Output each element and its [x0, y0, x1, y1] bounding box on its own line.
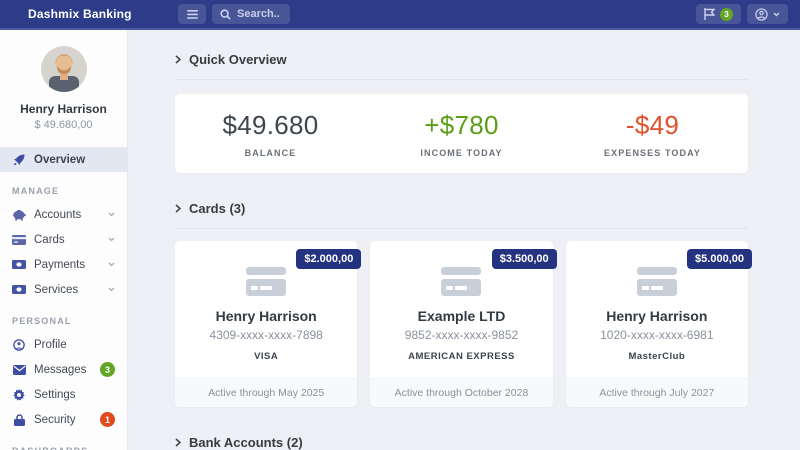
income-value: +$780 — [424, 110, 499, 140]
card-active-through: Active through May 2025 — [175, 378, 358, 407]
section-title: Cards (3) — [189, 201, 246, 216]
card-number: 9852-xxxx-xxxx-9852 — [404, 328, 519, 342]
card-holder: Example LTD — [417, 308, 506, 324]
lock-icon — [12, 413, 26, 426]
gear-icon — [12, 388, 26, 401]
messages-count-badge: 3 — [100, 362, 115, 377]
sidebar-section-manage: MANAGE — [12, 186, 60, 196]
card-active-through: Active through October 2028 — [370, 378, 553, 407]
sidebar-item-payments[interactable]: Payments — [0, 252, 127, 277]
sidebar-item-label: Messages — [34, 363, 87, 376]
credit-card[interactable]: $2.000,00 Henry Harrison 4309-xxxx-xxxx-… — [175, 241, 362, 407]
sidebar-item-label: Services — [34, 283, 79, 296]
sidebar-item-label: Settings — [34, 388, 76, 401]
sidebar-item-overview[interactable]: Overview — [0, 147, 127, 172]
section-title: Bank Accounts (2) — [189, 435, 303, 450]
sidebar-nav: Overview MANAGE Accounts Cards Payments — [0, 147, 127, 450]
bank-accounts-heading[interactable]: Bank Accounts (2) — [175, 435, 748, 450]
user-name: Henry Harrison — [20, 102, 107, 116]
sidebar-item-services[interactable]: Services — [0, 277, 127, 302]
balance-value: $49.680 — [222, 110, 319, 140]
balance-label: BALANCE — [244, 148, 297, 158]
security-alert-badge: 1 — [100, 412, 115, 427]
avatar[interactable] — [40, 46, 87, 92]
balance-stat: $49.680 BALANCE — [175, 110, 366, 158]
sidebar-item-label: Overview — [34, 153, 86, 166]
sidebar-item-settings[interactable]: Settings — [0, 382, 127, 407]
credit-card-icon — [370, 241, 552, 296]
banknote-icon — [12, 285, 26, 294]
sidebar-item-security[interactable]: Security 1 — [0, 407, 127, 432]
card-amount-badge: $3.500,00 — [491, 249, 557, 269]
sidebar-item-label: Profile — [34, 338, 67, 351]
sidebar-item-label: Cards — [34, 233, 65, 246]
user-circle-icon — [755, 7, 768, 21]
hamburger-icon — [186, 9, 198, 19]
card-brand: MasterClub — [628, 351, 686, 362]
app-title: Dashmix Banking — [28, 7, 132, 21]
user-menu-button[interactable] — [747, 4, 788, 24]
main-content: Quick Overview $49.680 BALANCE +$780 INC… — [129, 30, 800, 450]
sidebar-section-personal: PERSONAL — [12, 316, 72, 326]
notifications-button[interactable]: 3 — [696, 4, 741, 24]
credit-card[interactable]: $3.500,00 Example LTD 9852-xxxx-xxxx-985… — [370, 241, 557, 407]
card-active-through: Active through July 2027 — [565, 378, 748, 407]
chevron-down-icon — [108, 237, 115, 242]
sidebar-item-messages[interactable]: Messages 3 — [0, 357, 127, 382]
sidebar-item-profile[interactable]: Profile — [0, 332, 127, 357]
card-amount-badge: $2.000,00 — [296, 249, 362, 269]
chevron-right-icon — [175, 204, 181, 213]
quick-overview-heading[interactable]: Quick Overview — [175, 52, 748, 80]
sidebar-item-cards[interactable]: Cards — [0, 227, 127, 252]
sidebar: Henry Harrison $ 49.680,00 Overview MANA… — [0, 30, 128, 450]
search-input[interactable]: Search.. — [212, 4, 290, 24]
section-title: Quick Overview — [189, 52, 287, 67]
credit-card-icon — [12, 234, 26, 245]
sidebar-section-dashboards: DASHBOARDS — [0, 432, 127, 450]
income-label: INCOME TODAY — [420, 148, 503, 158]
credit-card-icon — [175, 241, 357, 296]
topbar: Dashmix Banking Search.. 3 — [0, 0, 800, 30]
chevron-right-icon — [175, 55, 181, 64]
income-stat: +$780 INCOME TODAY — [366, 110, 557, 158]
sidebar-item-label: Security — [34, 413, 76, 426]
chevron-right-icon — [175, 438, 181, 447]
sidebar-item-label: Payments — [34, 258, 86, 271]
banknote-icon — [12, 260, 26, 269]
piggy-bank-icon — [12, 209, 26, 221]
expenses-stat: -$49 EXPENSES TODAY — [557, 110, 748, 158]
chevron-down-icon — [108, 287, 115, 292]
card-number: 4309-xxxx-xxxx-7898 — [209, 328, 323, 342]
chevron-down-icon — [108, 212, 115, 217]
credit-card[interactable]: $5.000,00 Henry Harrison 1020-xxxx-xxxx-… — [565, 241, 752, 407]
search-icon — [220, 8, 231, 20]
card-number: 1020-xxxx-xxxx-6981 — [600, 328, 714, 342]
cards-heading[interactable]: Cards (3) — [175, 201, 748, 229]
search-placeholder: Search.. — [237, 8, 280, 20]
chevron-down-icon — [108, 262, 115, 267]
expenses-value: -$49 — [625, 110, 680, 140]
sidebar-item-label: Accounts — [34, 208, 82, 221]
notifications-count-badge: 3 — [720, 7, 733, 21]
sidebar-item-accounts[interactable]: Accounts — [0, 202, 127, 227]
sidebar-toggle-button[interactable] — [178, 4, 206, 24]
chevron-down-icon — [773, 12, 780, 17]
card-brand: AMERICAN EXPRESS — [408, 351, 515, 362]
card-amount-badge: $5.000,00 — [687, 249, 752, 269]
expenses-label: EXPENSES TODAY — [604, 148, 701, 158]
user-balance: $ 49.680,00 — [34, 119, 93, 131]
rocket-icon — [12, 154, 26, 166]
flag-icon — [704, 8, 715, 20]
card-brand: VISA — [254, 351, 279, 362]
envelope-icon — [12, 364, 26, 375]
quick-overview-card: $49.680 BALANCE +$780 INCOME TODAY -$49 … — [175, 94, 748, 173]
card-holder: Henry Harrison — [606, 308, 708, 324]
card-holder: Henry Harrison — [215, 308, 317, 324]
user-icon — [12, 338, 26, 351]
cards-row: $2.000,00 Henry Harrison 4309-xxxx-xxxx-… — [175, 241, 752, 407]
credit-card-icon — [566, 241, 748, 296]
